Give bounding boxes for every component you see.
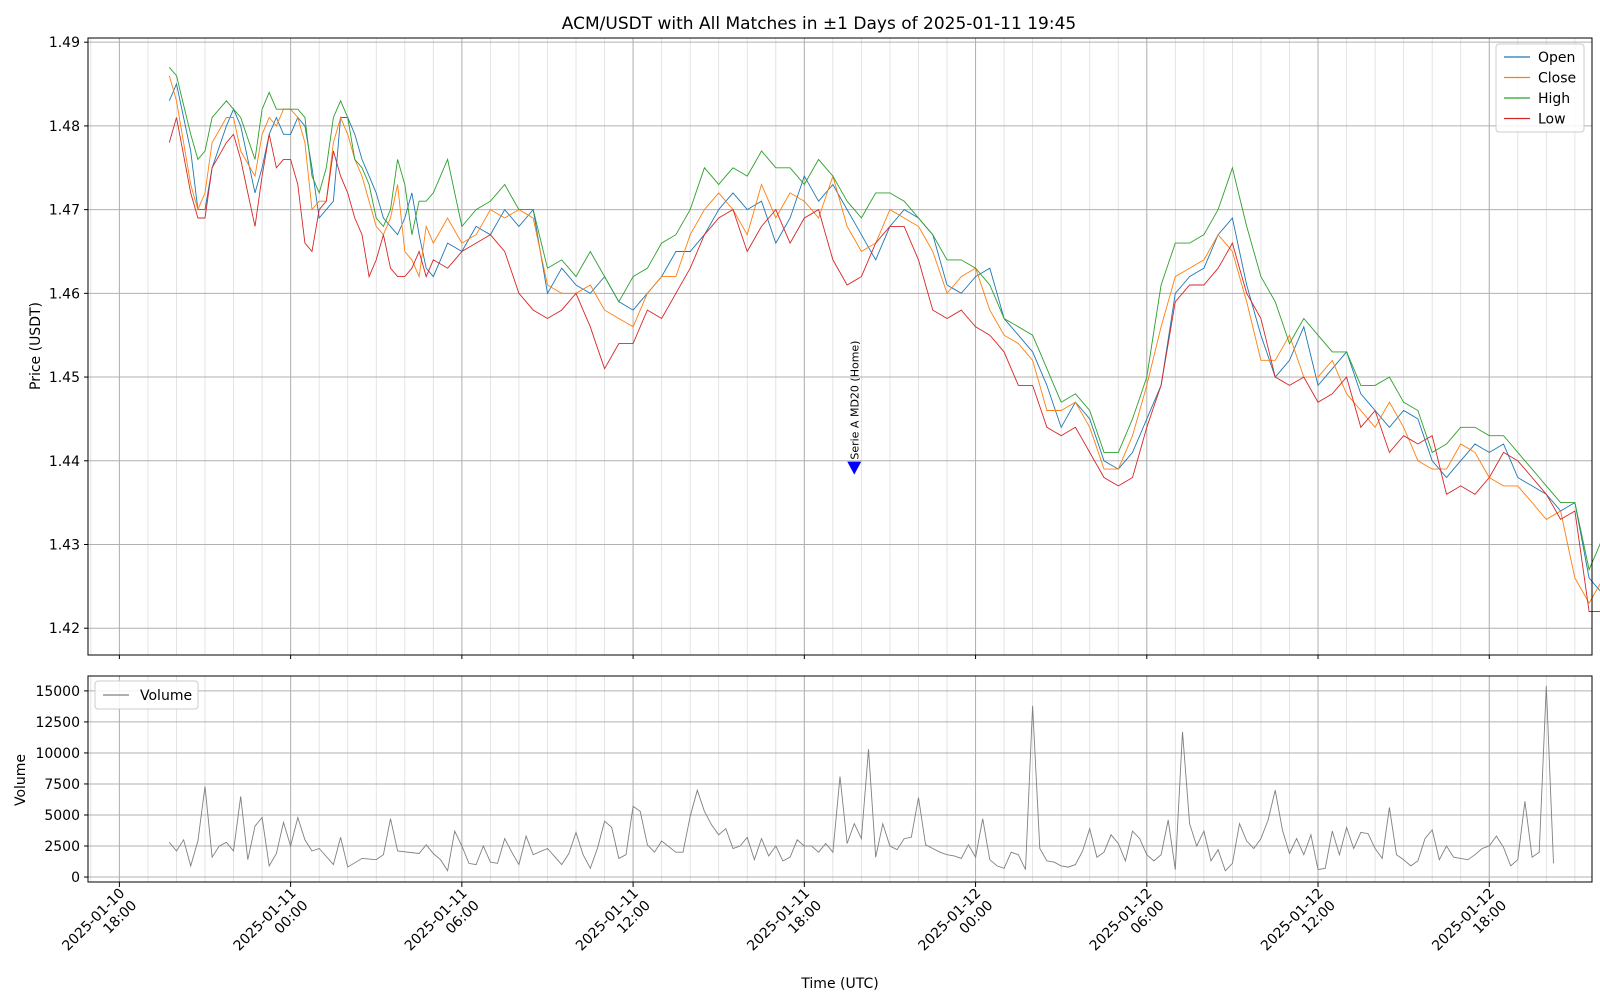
price-lines [168, 67, 1600, 612]
match-marker-triangle [847, 461, 862, 475]
match-annotation-label: Serie A MD20 (Home) [848, 341, 861, 460]
price-legend: Open Close High Low [1495, 43, 1585, 133]
y-tick-label: 12500 [35, 715, 80, 731]
volume-gridlines [88, 676, 1592, 882]
series-line-close [168, 75, 1600, 605]
price-gridlines [88, 38, 1592, 655]
price-panel: Serie A MD20 (Home) 1.42 1.43 1.44 1.45 1.46… [28, 35, 1600, 659]
volume-legend: Volume [94, 680, 199, 710]
match-annotation: Serie A MD20 (Home) [847, 341, 862, 475]
price-y-axis-label: Price (USDT) [28, 302, 44, 390]
y-tick-label: 0 [71, 870, 80, 886]
y-tick-label: 1.44 [49, 454, 80, 470]
legend-label-low: Low [1538, 112, 1566, 128]
chart-title: ACM/USDT with All Matches in ±1 Days of … [562, 14, 1076, 34]
legend-label-open: Open [1538, 50, 1575, 66]
y-tick-label: 2500 [44, 839, 80, 855]
legend-frame [1495, 43, 1585, 133]
volume-y-axis-label: Volume [13, 754, 29, 806]
y-tick-label: 1.48 [49, 119, 80, 135]
y-tick-label: 1.46 [49, 286, 80, 302]
price-x-ticks [118, 655, 1490, 659]
volume-y-ticks: 0 2500 5000 7500 10000 12500 15000 [35, 684, 88, 886]
x-axis-label: Time (UTC) [800, 976, 878, 992]
volume-lines [168, 685, 1554, 873]
legend-label-volume: Volume [140, 688, 192, 704]
series-line-high [168, 67, 1600, 572]
y-tick-label: 7500 [44, 777, 80, 793]
y-tick-label: 1.47 [49, 203, 80, 219]
legend-frame [94, 680, 199, 710]
price-y-ticks: 1.42 1.43 1.44 1.45 1.46 1.47 1.48 1.49 [49, 35, 88, 637]
y-tick-label: 1.43 [49, 537, 80, 553]
y-tick-label: 15000 [35, 684, 80, 700]
y-tick-label: 5000 [44, 808, 80, 824]
series-line-volume [168, 685, 1554, 873]
series-line-low [168, 117, 1600, 612]
y-tick-label: 10000 [35, 746, 80, 762]
legend-label-high: High [1538, 91, 1570, 107]
y-tick-label: 1.42 [49, 621, 80, 637]
price-plot-frame [87, 37, 1593, 656]
legend-label-close: Close [1538, 71, 1576, 87]
volume-plot-frame [87, 675, 1593, 883]
y-tick-label: 1.45 [49, 370, 80, 386]
y-tick-label: 1.49 [49, 35, 80, 51]
